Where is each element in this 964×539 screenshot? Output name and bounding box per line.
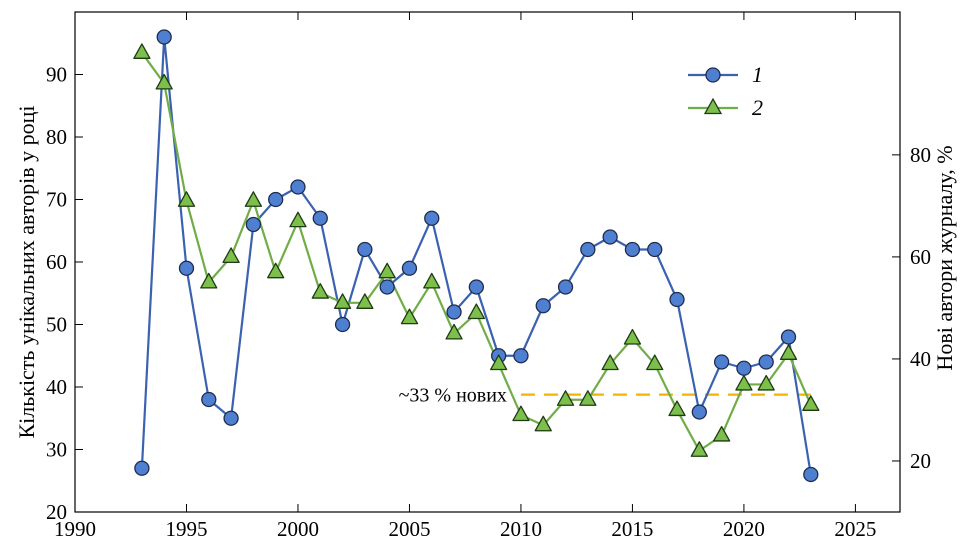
y-tick-label: 60 [46, 250, 67, 274]
y2-tick-label: 60 [910, 245, 931, 269]
y-tick-label: 80 [46, 125, 67, 149]
series-2-point [400, 308, 419, 325]
series-2-point [177, 191, 196, 207]
series-2-point [200, 272, 218, 289]
series-1-point [245, 216, 262, 233]
y2-axis-title: Нові автори журналу, % [932, 145, 957, 370]
x-tick-label: 2020 [723, 517, 765, 539]
series-2-point [311, 283, 329, 299]
series-2-point [779, 344, 798, 360]
series-1-point [357, 241, 373, 258]
series-1-point [691, 404, 707, 420]
series-2-point [289, 211, 307, 228]
legend: 12 [688, 62, 763, 120]
series-2-point [802, 395, 820, 411]
x-tick-label: 2005 [388, 517, 430, 539]
y-tick-label: 30 [46, 438, 67, 462]
series-2-point [556, 390, 575, 406]
series-1-point [669, 291, 685, 308]
series-1-point [557, 279, 574, 295]
series-1-point [624, 241, 641, 258]
series-1-point [156, 29, 172, 45]
series-1-point [334, 316, 351, 333]
y-tick-label: 40 [46, 375, 67, 399]
x-tick-label: 2025 [834, 517, 876, 539]
series-1-point [736, 360, 752, 376]
series-1-point [803, 466, 819, 483]
legend-marker-2 [703, 97, 723, 115]
x-tick-label: 1990 [54, 517, 96, 539]
series-2-point [512, 405, 530, 422]
y-tick-label: 90 [46, 63, 67, 87]
series-1-point [201, 391, 217, 408]
series-2-point [222, 247, 240, 264]
series-2-point [489, 354, 508, 371]
series-2-point [579, 390, 597, 406]
series-1-point [178, 260, 195, 276]
y-tick-label: 70 [46, 188, 67, 212]
series-2-point [623, 328, 642, 345]
series-2-point [333, 293, 352, 309]
reference-line-group: ~33 % нових [399, 385, 811, 407]
series-2-point [467, 303, 486, 320]
series-2-point [712, 425, 731, 442]
series-1-point [758, 354, 774, 370]
plot-frame [74, 11, 901, 513]
series-2-point [423, 272, 441, 289]
x-tick-label: 2010 [500, 517, 542, 539]
reference-line-label: ~33 % нових [399, 385, 507, 407]
series-2-point [267, 262, 285, 279]
series-2-point [757, 374, 775, 391]
y2-tick-label: 20 [910, 449, 931, 473]
series-1-point [223, 410, 239, 426]
y-tick-label: 20 [46, 500, 67, 524]
series-1-point [290, 179, 306, 195]
y2-tick-label: 40 [910, 347, 931, 371]
series-1-point [602, 229, 618, 245]
series-1-point [446, 304, 462, 320]
series-2-point [668, 400, 686, 417]
series-1-point [134, 460, 150, 476]
series-2-point [133, 43, 151, 59]
series-1-point [379, 279, 395, 295]
series-1-point [513, 348, 529, 364]
series-2-point [690, 441, 708, 457]
series-2-point [356, 293, 374, 309]
series-2-point [378, 262, 396, 279]
series-markers [133, 29, 820, 483]
series-1-point [713, 354, 730, 370]
series-1-point [535, 298, 551, 314]
series-1-point [580, 241, 596, 258]
x-tick-label: 1995 [165, 517, 207, 539]
series-1-point [401, 260, 418, 276]
legend-marker-1 [705, 67, 721, 83]
y-axis-title: Кількість унікальних авторів у році [14, 105, 39, 438]
series-1-point [268, 191, 284, 208]
series-2-point [445, 323, 463, 340]
y-tick-label: 50 [46, 313, 67, 337]
ticks: 1990 1995 2000 2005 2010 2015 2020 202520304050… [46, 12, 931, 539]
axes [74, 11, 901, 513]
series-1-point [780, 329, 797, 345]
series-2-point [601, 354, 619, 371]
x-tick-label: 2000 [277, 517, 319, 539]
x-tick-label: 2015 [611, 517, 653, 539]
y2-tick-label: 80 [910, 143, 931, 167]
series-2-point [646, 354, 664, 371]
series-2-point [735, 374, 753, 391]
series-2-point [534, 415, 552, 432]
series-2-point [244, 191, 263, 207]
series-2-point [155, 73, 173, 90]
legend-label-2: 2 [752, 95, 763, 120]
series-1-point [468, 279, 485, 295]
series-1-point [424, 210, 440, 226]
series-1-point [312, 210, 328, 226]
legend-label-1: 1 [752, 62, 763, 87]
series-1-point [647, 241, 663, 258]
